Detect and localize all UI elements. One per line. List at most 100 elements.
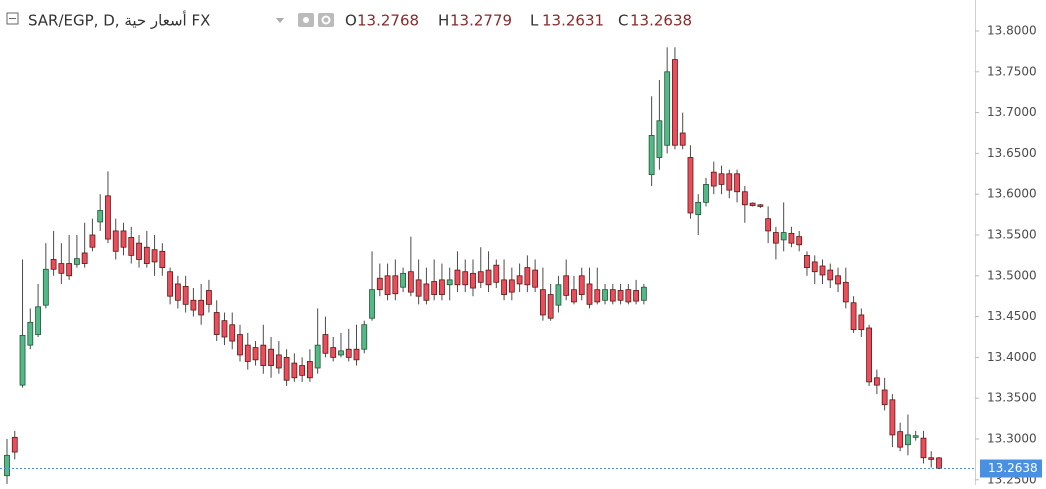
collapse-icon[interactable] [6, 12, 19, 25]
candle-body [136, 242, 142, 260]
candle-body [477, 271, 484, 283]
candle-body [213, 312, 220, 335]
candle-body [540, 289, 546, 316]
candle-body [105, 195, 111, 240]
candle-body [446, 279, 453, 286]
candle-body [718, 173, 725, 185]
candle-body [881, 389, 888, 406]
candle-body [81, 252, 88, 264]
candle-body [920, 437, 927, 459]
y-tick-label: 13.7000 [987, 105, 1037, 119]
candle-body [765, 218, 772, 232]
candle-body [873, 377, 880, 386]
candle-body [50, 259, 57, 270]
candle-body [322, 334, 329, 354]
candle-body [726, 173, 733, 191]
candle-body [275, 354, 282, 369]
candle-body [858, 314, 865, 331]
y-tick-label: 13.4000 [987, 350, 1037, 364]
candle-body [112, 230, 119, 252]
candle-body [299, 365, 306, 376]
candle-body [35, 306, 41, 335]
candle-body [555, 284, 562, 306]
candle-body [198, 299, 205, 316]
candle-body [369, 289, 375, 319]
candle-body [439, 279, 445, 295]
candle-body [4, 454, 10, 477]
candle-body [159, 250, 166, 269]
ohlc-value: 13.2631 [542, 12, 604, 30]
candle-body [66, 263, 73, 277]
candle-body [936, 457, 942, 469]
candle-body [741, 191, 748, 206]
candle-body [252, 347, 259, 361]
candle-body [244, 344, 251, 362]
candle-body [811, 261, 818, 273]
candle-body [563, 275, 570, 296]
candle-body [905, 434, 911, 446]
candle-body [376, 277, 383, 291]
candle-body [400, 272, 407, 288]
candle-body [306, 361, 313, 379]
candle-body [353, 348, 360, 361]
candle-body [97, 210, 104, 223]
candle-body [174, 283, 181, 301]
ohlc-label: O [345, 12, 357, 30]
price-label: 13.2638 [988, 461, 1038, 475]
candle-body [206, 290, 212, 305]
candle-body [361, 324, 368, 350]
candle-body [827, 269, 834, 281]
candle-body [283, 356, 290, 381]
y-tick-label: 13.6000 [987, 187, 1037, 201]
ohlc-label: L [530, 12, 539, 30]
candle-body [780, 232, 787, 241]
y-tick-label: 13.8000 [987, 24, 1037, 38]
candle-body [516, 275, 523, 285]
candle-body [594, 289, 601, 303]
candle-body [850, 302, 857, 331]
candle-body [508, 279, 515, 293]
eye-icon-dot [303, 17, 309, 23]
candle-body [345, 348, 352, 358]
candle-body [819, 265, 826, 276]
candle-body [889, 399, 896, 436]
y-tick-label: 13.6500 [987, 146, 1037, 160]
y-tick-label: 13.7500 [987, 64, 1037, 78]
dropdown-arrow[interactable] [276, 18, 284, 23]
candle-body [58, 263, 65, 274]
y-tick-label: 13.4500 [987, 309, 1037, 323]
candle-body [547, 294, 554, 319]
candle-body [120, 230, 127, 248]
candle-body [501, 279, 507, 295]
settings-icon[interactable] [318, 13, 334, 27]
candle-body [842, 281, 849, 303]
candle-body [586, 283, 593, 305]
candle-body [710, 171, 717, 187]
candle-body [470, 272, 476, 289]
candle-body [415, 279, 422, 297]
y-tick-label: 13.3500 [987, 391, 1037, 405]
candle-body [42, 268, 49, 306]
candle-body [128, 237, 135, 256]
ohlc-label: H [438, 12, 449, 30]
price-label-box [980, 459, 1042, 478]
candle-body [167, 271, 174, 297]
settings-icon-gear [321, 15, 331, 25]
candle-body [633, 290, 639, 302]
candle-body [664, 71, 671, 146]
candle-body [423, 283, 430, 301]
candle-body [656, 120, 663, 158]
candle-body [190, 299, 197, 311]
ohlc-value: 13.2768 [357, 12, 419, 30]
candle-body [11, 436, 18, 453]
candle-body [796, 236, 803, 246]
candle-body [384, 275, 391, 295]
candle-body [532, 269, 539, 288]
candle-body [928, 457, 935, 460]
candle-body [493, 264, 500, 283]
y-tick-label: 13.5000 [987, 268, 1037, 282]
candle-body [151, 249, 158, 263]
candle-body [687, 157, 694, 214]
